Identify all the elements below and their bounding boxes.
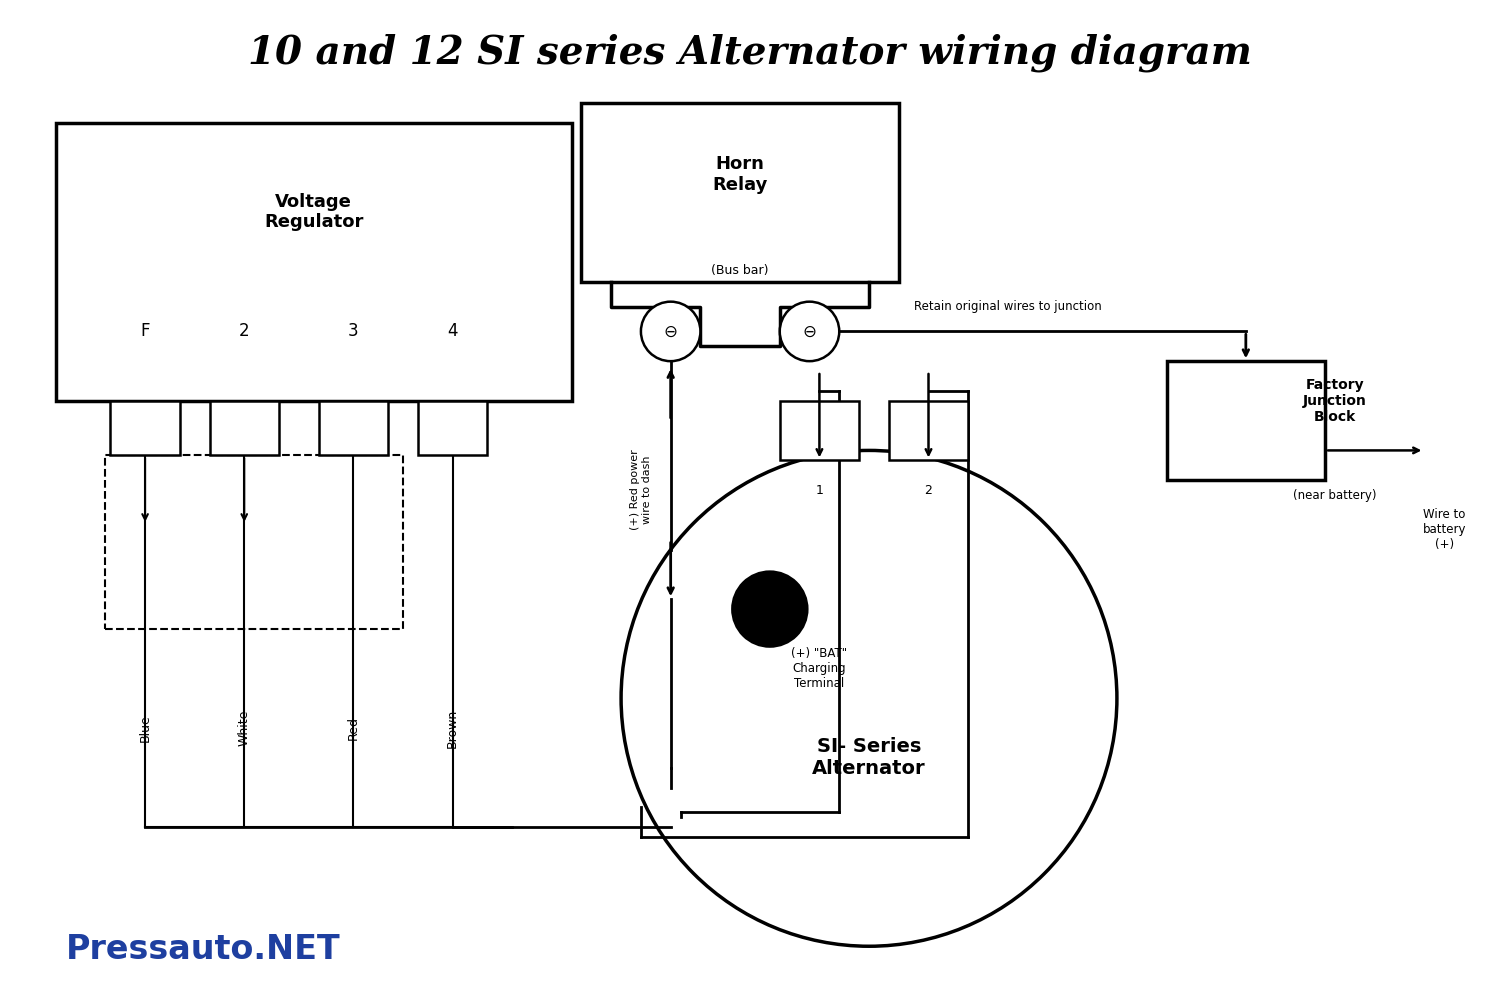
Text: Retain original wires to junction: Retain original wires to junction	[914, 300, 1101, 313]
Text: White: White	[237, 710, 250, 746]
Text: SI- Series
Alternator: SI- Series Alternator	[812, 737, 925, 778]
Bar	[890, 401, 968, 460]
Circle shape	[732, 571, 807, 647]
Bar	[56, 123, 572, 401]
Text: (Bus bar): (Bus bar)	[711, 264, 770, 277]
Text: 4: 4	[447, 322, 458, 340]
Bar	[105, 455, 404, 629]
Text: (+) "BAT"
Charging
Terminal: (+) "BAT" Charging Terminal	[792, 647, 847, 690]
Text: Brown: Brown	[446, 708, 459, 748]
Text: Blue: Blue	[138, 714, 152, 742]
Circle shape	[640, 302, 700, 361]
Text: Horn
Relay: Horn Relay	[712, 155, 768, 194]
Circle shape	[780, 302, 840, 361]
Bar	[318, 401, 388, 455]
Bar	[780, 401, 859, 460]
Bar	[111, 401, 180, 455]
Text: ⊖: ⊖	[802, 322, 816, 340]
Text: 10 and 12 SI series Alternator wiring diagram: 10 and 12 SI series Alternator wiring di…	[248, 34, 1252, 72]
Text: 1: 1	[816, 484, 824, 497]
Bar	[210, 401, 279, 455]
Bar	[582, 103, 898, 282]
Text: F: F	[141, 322, 150, 340]
Text: (near battery): (near battery)	[1293, 489, 1377, 502]
Circle shape	[621, 450, 1118, 946]
Text: Red: Red	[346, 716, 360, 740]
Text: 2: 2	[924, 484, 933, 497]
Text: (+) Red power
wire to dash: (+) Red power wire to dash	[630, 450, 651, 530]
Text: Voltage
Regulator: Voltage Regulator	[264, 193, 363, 231]
Text: ⊖: ⊖	[663, 322, 678, 340]
Text: Wire to
battery
(+): Wire to battery (+)	[1422, 508, 1466, 551]
Text: 3: 3	[348, 322, 358, 340]
Bar	[419, 401, 488, 455]
Text: Factory
Junction
Block: Factory Junction Block	[1304, 378, 1366, 424]
Bar	[1167, 361, 1324, 480]
Text: 2: 2	[238, 322, 249, 340]
Text: Pressauto.NET: Pressauto.NET	[66, 933, 340, 966]
